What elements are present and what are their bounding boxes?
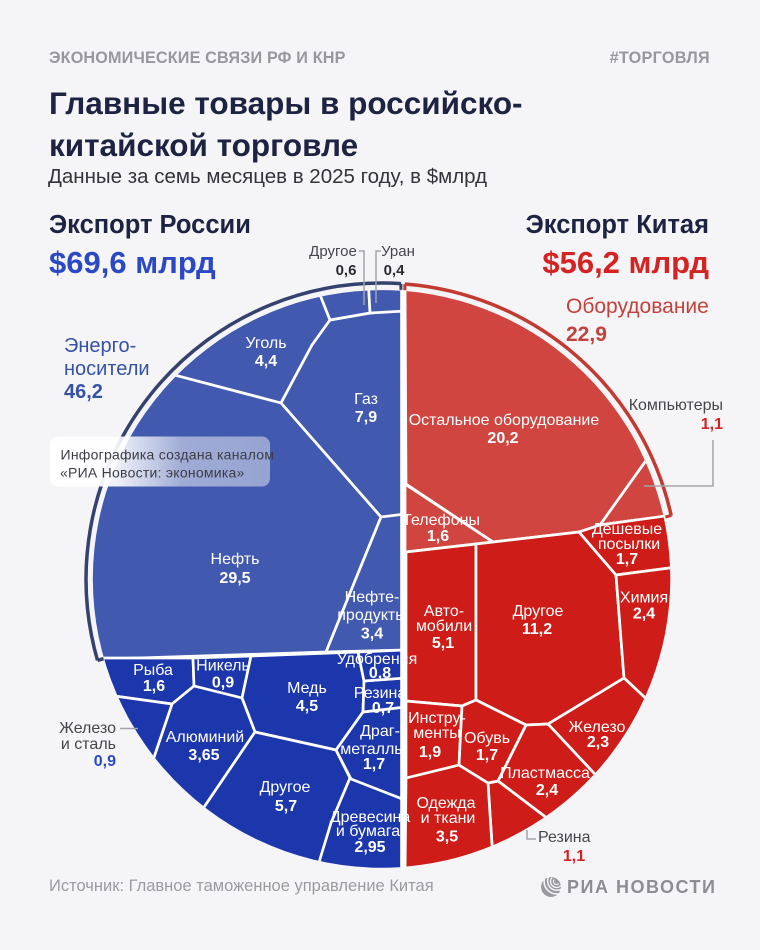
svg-text:29,5: 29,5 <box>219 570 250 587</box>
svg-text:Резина: Резина <box>354 685 407 702</box>
svg-text:0,7: 0,7 <box>372 700 394 717</box>
svg-text:китайской торговле: китайской торговле <box>49 127 358 163</box>
svg-text:Энерго-: Энерго- <box>64 335 136 357</box>
svg-text:Обувь: Обувь <box>464 730 510 747</box>
svg-text:Телефоны: Телефоны <box>402 512 480 529</box>
svg-text:Никель: Никель <box>196 658 250 675</box>
svg-text:Алюминий: Алюминий <box>166 729 244 746</box>
svg-text:20,2: 20,2 <box>487 430 518 447</box>
svg-text:ЭКОНОМИЧЕСКИЕ СВЯЗИ РФ И КНР: ЭКОНОМИЧЕСКИЕ СВЯЗИ РФ И КНР <box>49 49 346 67</box>
svg-text:7,9: 7,9 <box>355 409 377 426</box>
svg-text:2,4: 2,4 <box>633 606 655 623</box>
svg-text:металлы: металлы <box>340 741 406 758</box>
svg-text:1,1: 1,1 <box>701 416 723 433</box>
svg-text:Оборудование: Оборудование <box>566 295 709 318</box>
svg-text:5,1: 5,1 <box>432 635 454 652</box>
svg-text:Главные товары в российско-: Главные товары в российско- <box>49 85 523 121</box>
svg-text:0,9: 0,9 <box>94 753 116 770</box>
svg-text:Экспорт России: Экспорт России <box>49 211 251 239</box>
svg-text:1,6: 1,6 <box>427 528 449 545</box>
svg-text:0,8: 0,8 <box>369 665 391 682</box>
svg-text:$56,2 млрд: $56,2 млрд <box>542 245 709 280</box>
svg-text:1,1: 1,1 <box>563 848 585 865</box>
svg-text:1,7: 1,7 <box>363 756 385 773</box>
svg-text:мобили: мобили <box>416 618 472 635</box>
svg-text:1,9: 1,9 <box>419 744 441 761</box>
svg-text:Медь: Медь <box>287 680 327 697</box>
svg-text:Химия: Химия <box>620 590 668 607</box>
svg-text:Экспорт Китая: Экспорт Китая <box>526 211 709 239</box>
svg-text:менты: менты <box>413 725 461 742</box>
svg-text:Нефть: Нефть <box>211 551 260 568</box>
svg-text:Одежда: Одежда <box>416 795 475 812</box>
svg-text:Остальное оборудование: Остальное оборудование <box>409 412 600 429</box>
svg-text:Авто-: Авто- <box>424 603 464 620</box>
svg-text:1,7: 1,7 <box>476 747 498 764</box>
svg-text:#ТОРГОВЛЯ: #ТОРГОВЛЯ <box>610 49 710 67</box>
svg-text:5,7: 5,7 <box>275 798 297 815</box>
svg-text:Инфографика создана каналом: Инфографика создана каналом <box>61 447 275 463</box>
svg-text:продукты: продукты <box>337 607 406 624</box>
svg-text:2,95: 2,95 <box>354 839 385 856</box>
svg-text:Данные за семь месяцев в 2025: Данные за семь месяцев в 2025 году, в $м… <box>48 165 487 188</box>
svg-text:4,4: 4,4 <box>255 353 277 370</box>
svg-text:Удобрения: Удобрения <box>337 651 418 668</box>
svg-text:1,7: 1,7 <box>616 551 638 568</box>
svg-text:Уголь: Уголь <box>245 335 286 352</box>
svg-text:46,2: 46,2 <box>64 381 103 403</box>
svg-text:Железо: Железо <box>569 719 626 736</box>
svg-text:Нефте-: Нефте- <box>345 589 400 606</box>
svg-text:и сталь: и сталь <box>61 736 116 753</box>
svg-text:Древесина: Древесина <box>330 809 411 826</box>
svg-text:Рыба: Рыба <box>133 662 173 679</box>
svg-text:0,4: 0,4 <box>384 262 406 279</box>
svg-text:Инстру-: Инстру- <box>408 710 466 727</box>
svg-text:и бумага: и бумага <box>336 823 400 840</box>
svg-text:Железо: Железо <box>59 720 116 737</box>
svg-text:2,3: 2,3 <box>587 734 609 751</box>
svg-text:11,2: 11,2 <box>522 621 552 638</box>
svg-text:носители: носители <box>64 358 150 380</box>
svg-text:Резина: Резина <box>538 829 591 846</box>
svg-text:Другое: Другое <box>309 243 357 260</box>
svg-text:«РИА Новости: экономика»: «РИА Новости: экономика» <box>60 465 245 481</box>
svg-text:Другое: Другое <box>260 779 311 796</box>
svg-text:1,6: 1,6 <box>143 678 165 695</box>
svg-text:Газ: Газ <box>354 391 378 408</box>
svg-text:РИА НОВОСТИ: РИА НОВОСТИ <box>567 877 716 897</box>
svg-text:и ткани: и ткани <box>421 810 476 827</box>
svg-text:Компьютеры: Компьютеры <box>629 397 723 414</box>
svg-text:Уран: Уран <box>381 243 415 260</box>
svg-text:$69,6 млрд: $69,6 млрд <box>49 245 216 280</box>
svg-text:3,5: 3,5 <box>436 829 458 846</box>
svg-text:0,9: 0,9 <box>212 675 234 692</box>
svg-text:Другое: Другое <box>513 603 564 620</box>
svg-text:22,9: 22,9 <box>566 323 607 346</box>
svg-text:0,6: 0,6 <box>336 262 357 279</box>
svg-text:Драг-: Драг- <box>360 723 400 740</box>
svg-text:Источник: Главное таможенное у: Источник: Главное таможенное управление … <box>49 877 434 895</box>
svg-text:Дешевые: Дешевые <box>592 521 662 538</box>
svg-text:посылки: посылки <box>598 536 660 553</box>
svg-text:4,5: 4,5 <box>296 698 318 715</box>
svg-text:3,65: 3,65 <box>188 747 219 764</box>
svg-text:3,4: 3,4 <box>361 626 383 643</box>
svg-text:Пластмасса: Пластмасса <box>500 765 590 782</box>
svg-text:2,4: 2,4 <box>536 782 558 799</box>
